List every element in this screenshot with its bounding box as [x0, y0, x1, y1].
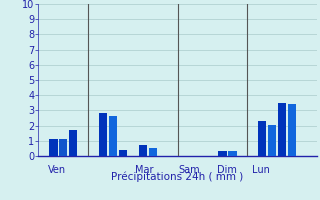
X-axis label: Précipitations 24h ( mm ): Précipitations 24h ( mm ): [111, 171, 244, 182]
Bar: [69, 130, 77, 156]
Bar: [99, 113, 107, 156]
Text: Sam: Sam: [179, 165, 200, 175]
Text: Lun: Lun: [252, 165, 270, 175]
Bar: [139, 145, 147, 156]
Bar: [228, 151, 236, 156]
Bar: [109, 116, 117, 156]
Bar: [148, 148, 157, 156]
Text: Ven: Ven: [48, 165, 67, 175]
Bar: [218, 151, 227, 156]
Text: Mar: Mar: [135, 165, 153, 175]
Bar: [119, 150, 127, 156]
Bar: [49, 139, 58, 156]
Text: Dim: Dim: [217, 165, 237, 175]
Bar: [59, 139, 68, 156]
Bar: [258, 121, 266, 156]
Bar: [288, 104, 296, 156]
Bar: [278, 103, 286, 156]
Bar: [268, 125, 276, 156]
